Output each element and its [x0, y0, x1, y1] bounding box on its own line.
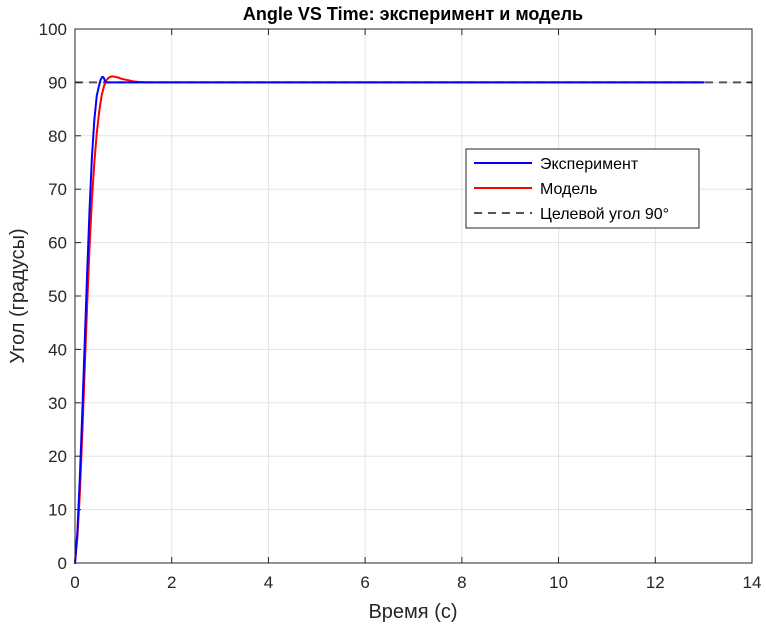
tick-marks [74, 28, 753, 564]
tick-labels: 0 2 4 6 8 10 12 14 0 10 20 30 40 50 60 70 80 90 100 [39, 20, 762, 592]
x-tick-label: 6 [360, 573, 369, 592]
series-line [74, 76, 705, 564]
y-tick-label: 40 [48, 340, 67, 359]
x-tick-label: 12 [646, 573, 665, 592]
series-layer [74, 75, 752, 564]
y-tick-label: 90 [48, 73, 67, 92]
y-tick-label: 70 [48, 180, 67, 199]
grid-lines [75, 29, 752, 563]
x-tick-label: 8 [457, 573, 466, 592]
y-tick-label: 10 [48, 501, 67, 520]
x-tick-label: 4 [264, 573, 273, 592]
legend-label: Модель [540, 181, 597, 198]
y-tick-label: 0 [58, 554, 67, 573]
x-tick-label: 0 [70, 573, 79, 592]
chart-title: Angle VS Time: эксперимент и модель [243, 4, 583, 24]
y-tick-label: 50 [48, 287, 67, 306]
x-tick-label: 2 [167, 573, 176, 592]
y-tick-label: 20 [48, 447, 67, 466]
x-tick-label: 10 [549, 573, 568, 592]
x-tick-label: 14 [743, 573, 762, 592]
y-tick-label: 100 [39, 20, 67, 39]
y-tick-label: 80 [48, 127, 67, 146]
x-axis-label: Время (с) [368, 601, 457, 623]
legend-label: Эксперимент [540, 156, 639, 173]
y-tick-label: 30 [48, 394, 67, 413]
legend: Эксперимент Модель Целевой угол 90° [465, 148, 700, 229]
legend-label: Целевой угол 90° [540, 206, 669, 223]
y-tick-label: 60 [48, 234, 67, 253]
y-axis-label: Угол (градусы) [7, 228, 29, 363]
